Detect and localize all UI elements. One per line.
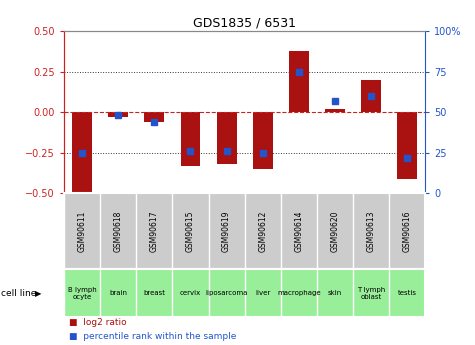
Text: GSM90616: GSM90616 xyxy=(403,210,411,252)
Title: GDS1835 / 6531: GDS1835 / 6531 xyxy=(193,17,296,30)
Text: GSM90612: GSM90612 xyxy=(258,210,267,252)
Text: GSM90618: GSM90618 xyxy=(114,210,123,252)
Bar xyxy=(253,112,273,169)
Text: ■  percentile rank within the sample: ■ percentile rank within the sample xyxy=(69,332,236,341)
Text: GSM90613: GSM90613 xyxy=(367,210,375,252)
Bar xyxy=(397,112,417,179)
Text: ■  log2 ratio: ■ log2 ratio xyxy=(69,318,126,327)
Text: GSM90615: GSM90615 xyxy=(186,210,195,252)
Text: breast: breast xyxy=(143,290,165,296)
Text: macrophage: macrophage xyxy=(277,290,321,296)
Bar xyxy=(108,112,128,117)
Bar xyxy=(217,112,237,164)
Text: ▶: ▶ xyxy=(35,289,41,298)
Bar xyxy=(325,109,345,112)
Text: GSM90617: GSM90617 xyxy=(150,210,159,252)
Bar xyxy=(289,50,309,112)
Text: GSM90620: GSM90620 xyxy=(331,210,339,252)
Text: liver: liver xyxy=(255,290,270,296)
Text: GSM90611: GSM90611 xyxy=(78,210,86,252)
Text: brain: brain xyxy=(109,290,127,296)
Text: testis: testis xyxy=(398,290,417,296)
Bar xyxy=(180,112,200,166)
Text: skin: skin xyxy=(328,290,342,296)
Text: cell line: cell line xyxy=(1,289,36,298)
Bar xyxy=(361,80,381,112)
Text: liposarcoma: liposarcoma xyxy=(205,290,248,296)
Bar xyxy=(144,112,164,122)
Text: cervix: cervix xyxy=(180,290,201,296)
Text: GSM90619: GSM90619 xyxy=(222,210,231,252)
Text: B lymph
ocyte: B lymph ocyte xyxy=(68,287,96,300)
Bar xyxy=(72,112,92,191)
Text: GSM90614: GSM90614 xyxy=(294,210,303,252)
Text: T lymph
oblast: T lymph oblast xyxy=(357,287,385,300)
